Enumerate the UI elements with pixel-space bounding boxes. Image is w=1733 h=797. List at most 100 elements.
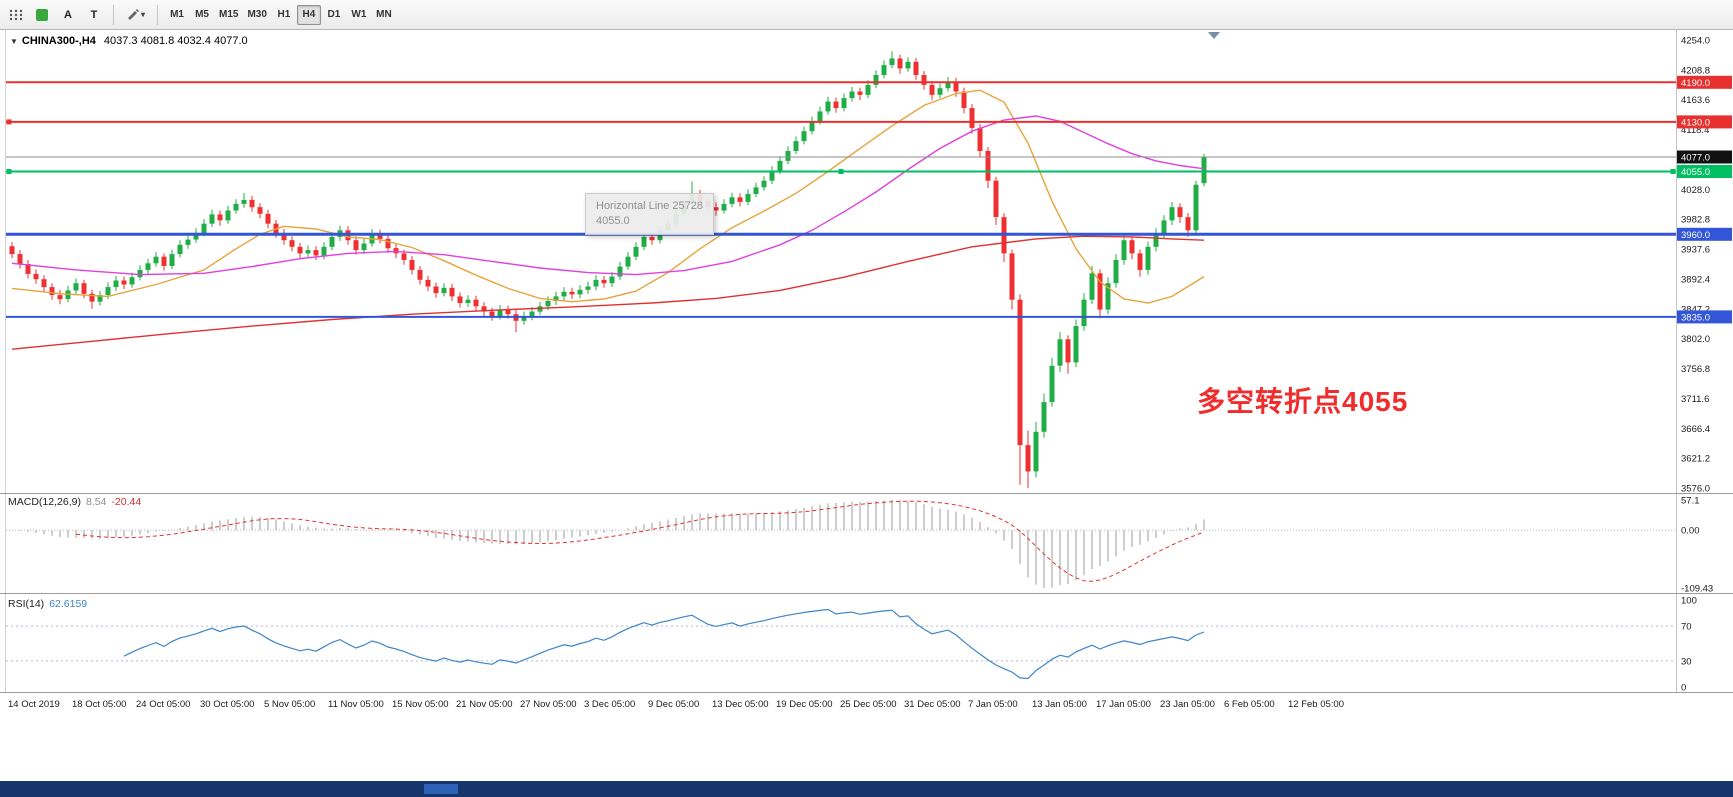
svg-text:7 Jan 05:00: 7 Jan 05:00: [968, 699, 1018, 710]
svg-text:14 Oct 2019: 14 Oct 2019: [8, 699, 60, 710]
svg-text:9 Dec 05:00: 9 Dec 05:00: [648, 699, 699, 710]
svg-text:6 Feb 05:00: 6 Feb 05:00: [1224, 699, 1275, 710]
svg-text:4208.8: 4208.8: [1681, 65, 1710, 76]
pencil-icon: [128, 9, 139, 20]
timeframe-group: M1 M5 M15 M30 H1 H4 D1 W1 MN: [165, 4, 396, 25]
svg-text:13 Dec 05:00: 13 Dec 05:00: [712, 699, 769, 710]
svg-text:12 Feb 05:00: 12 Feb 05:00: [1288, 699, 1344, 710]
text-tool-label: T: [90, 8, 98, 21]
svg-text:0: 0: [1681, 683, 1686, 694]
svg-text:15 Nov 05:00: 15 Nov 05:00: [392, 699, 449, 710]
grid-icon: [9, 9, 23, 20]
svg-text:31 Dec 05:00: 31 Dec 05:00: [904, 699, 961, 710]
svg-text:3937.6: 3937.6: [1681, 245, 1710, 256]
collapse-icon[interactable]: ▼: [10, 37, 18, 46]
hline-handle[interactable]: [6, 119, 12, 125]
draw-tools-button[interactable]: ▾: [121, 4, 150, 26]
tf-button-d1[interactable]: D1: [322, 5, 346, 25]
bottom-gap: [0, 714, 1733, 781]
macd-signal-value: -20.44: [111, 496, 142, 508]
text-annotation[interactable]: 多空转折点4055: [1197, 386, 1409, 417]
svg-text:18 Oct 05:00: 18 Oct 05:00: [72, 699, 126, 710]
macd-histogram: [19, 500, 1205, 588]
svg-text:11 Nov 05:00: 11 Nov 05:00: [328, 699, 384, 710]
svg-text:3802.0: 3802.0: [1681, 334, 1710, 345]
svg-text:5 Nov 05:00: 5 Nov 05:00: [264, 699, 315, 710]
hline-handle[interactable]: [6, 169, 12, 174]
tf-button-m30[interactable]: M30: [243, 5, 270, 25]
svg-text:0.00: 0.00: [1681, 526, 1700, 537]
svg-text:23 Jan 05:00: 23 Jan 05:00: [1160, 699, 1215, 710]
price-axis[interactable]: 4254.04208.84163.64118.44073.24028.03982…: [1681, 36, 1713, 694]
svg-text:57.1: 57.1: [1681, 496, 1700, 507]
svg-text:4163.6: 4163.6: [1681, 95, 1710, 106]
horizontal-lines[interactable]: [6, 81, 1676, 318]
rsi-label: RSI(14) 62.6159: [8, 598, 87, 610]
autotrading-button[interactable]: [30, 4, 54, 26]
svg-text:4055.0: 4055.0: [1681, 167, 1710, 178]
svg-text:4254.0: 4254.0: [1681, 36, 1710, 47]
macd-name: MACD(12,26,9): [8, 496, 81, 508]
tooltip-line2: 4055.0: [596, 215, 630, 227]
svg-text:3835.0: 3835.0: [1681, 312, 1710, 323]
text-annotation-button[interactable]: A: [56, 4, 80, 26]
svg-text:3576.0: 3576.0: [1681, 484, 1710, 495]
svg-text:17 Jan 05:00: 17 Jan 05:00: [1096, 699, 1151, 710]
toolbar: A T ▾ M1 M5 M15 M30 H1 H4 D1 W1 MN: [0, 0, 1733, 30]
svg-text:3621.2: 3621.2: [1681, 454, 1710, 465]
macd-label: MACD(12,26,9) 8.54 -20.44: [8, 496, 141, 508]
tf-button-h4[interactable]: H4: [296, 4, 321, 25]
time-axis[interactable]: 14 Oct 2019 18 Oct 05:00 24 Oct 05:00 30 Oc…: [8, 699, 1344, 710]
menu-button[interactable]: [4, 4, 28, 26]
tf-button-w1[interactable]: W1: [347, 5, 371, 25]
taskbar: [0, 781, 1733, 797]
macd-signal-line: [75, 500, 1205, 582]
rsi-line: [123, 608, 1205, 680]
toolbar-separator: [157, 4, 159, 25]
svg-text:3982.8: 3982.8: [1681, 215, 1710, 226]
rsi-value: 62.6159: [49, 598, 88, 610]
svg-text:3666.4: 3666.4: [1681, 424, 1710, 435]
autotrading-icon: [36, 8, 48, 21]
tooltip-line1: Horizontal Line 25728: [596, 200, 704, 212]
svg-text:19 Dec 05:00: 19 Dec 05:00: [776, 699, 833, 710]
svg-text:3756.8: 3756.8: [1681, 364, 1710, 375]
hline-handle[interactable]: [1670, 169, 1676, 174]
text-tool-button[interactable]: T: [82, 4, 106, 26]
rsi-name: RSI(14): [8, 598, 45, 610]
svg-text:3847.2: 3847.2: [1681, 304, 1710, 315]
ma-slow-red: [11, 235, 1205, 350]
svg-text:4028.0: 4028.0: [1681, 185, 1710, 196]
chevron-down-icon: ▾: [141, 10, 146, 19]
tf-button-m1[interactable]: M1: [165, 5, 189, 25]
svg-text:25 Dec 05:00: 25 Dec 05:00: [840, 699, 897, 710]
chart-canvas[interactable]: 4254.04208.84163.64118.44073.24028.03982…: [0, 0, 1733, 714]
svg-text:3711.6: 3711.6: [1681, 394, 1709, 405]
svg-text:3892.4: 3892.4: [1681, 274, 1710, 285]
svg-text:30 Oct 05:00: 30 Oct 05:00: [200, 699, 254, 710]
svg-text:27 Nov 05:00: 27 Nov 05:00: [520, 699, 577, 710]
ohlc-values: 4037.3 4081.8 4032.4 4077.0: [103, 35, 248, 47]
svg-text:4077.0: 4077.0: [1681, 152, 1710, 163]
svg-text:4130.0: 4130.0: [1681, 117, 1710, 128]
symbol-name: CHINA300-,H4: [21, 35, 96, 47]
toolbar-separator: [113, 4, 114, 25]
svg-text:3 Dec 05:00: 3 Dec 05:00: [584, 699, 635, 710]
svg-text:21 Nov 05:00: 21 Nov 05:00: [456, 699, 513, 710]
svg-text:-109.43: -109.43: [1681, 584, 1713, 595]
tf-button-m15[interactable]: M15: [215, 5, 242, 25]
hline-handle[interactable]: [838, 169, 844, 174]
tf-button-mn[interactable]: MN: [372, 5, 396, 25]
taskbar-item[interactable]: [424, 784, 458, 794]
shift-marker[interactable]: [1208, 32, 1220, 39]
price-badges: 4190.0 4130.0 4077.0 4055.0 3960.0 3835.0: [1677, 75, 1732, 324]
tf-button-h1[interactable]: H1: [272, 5, 296, 25]
chart-title: ▼ CHINA300-,H4 4037.3 4081.8 4032.4 4077.0: [10, 35, 248, 47]
ma-lines: [11, 89, 1205, 350]
svg-text:100: 100: [1681, 596, 1697, 607]
tf-button-m5[interactable]: M5: [190, 5, 214, 25]
svg-text:13 Jan 05:00: 13 Jan 05:00: [1032, 699, 1087, 710]
object-tooltip: Horizontal Line 25728 4055.0: [585, 193, 715, 235]
ma-mid-magenta: [11, 115, 1205, 276]
macd-main-value: 8.54: [85, 496, 107, 508]
